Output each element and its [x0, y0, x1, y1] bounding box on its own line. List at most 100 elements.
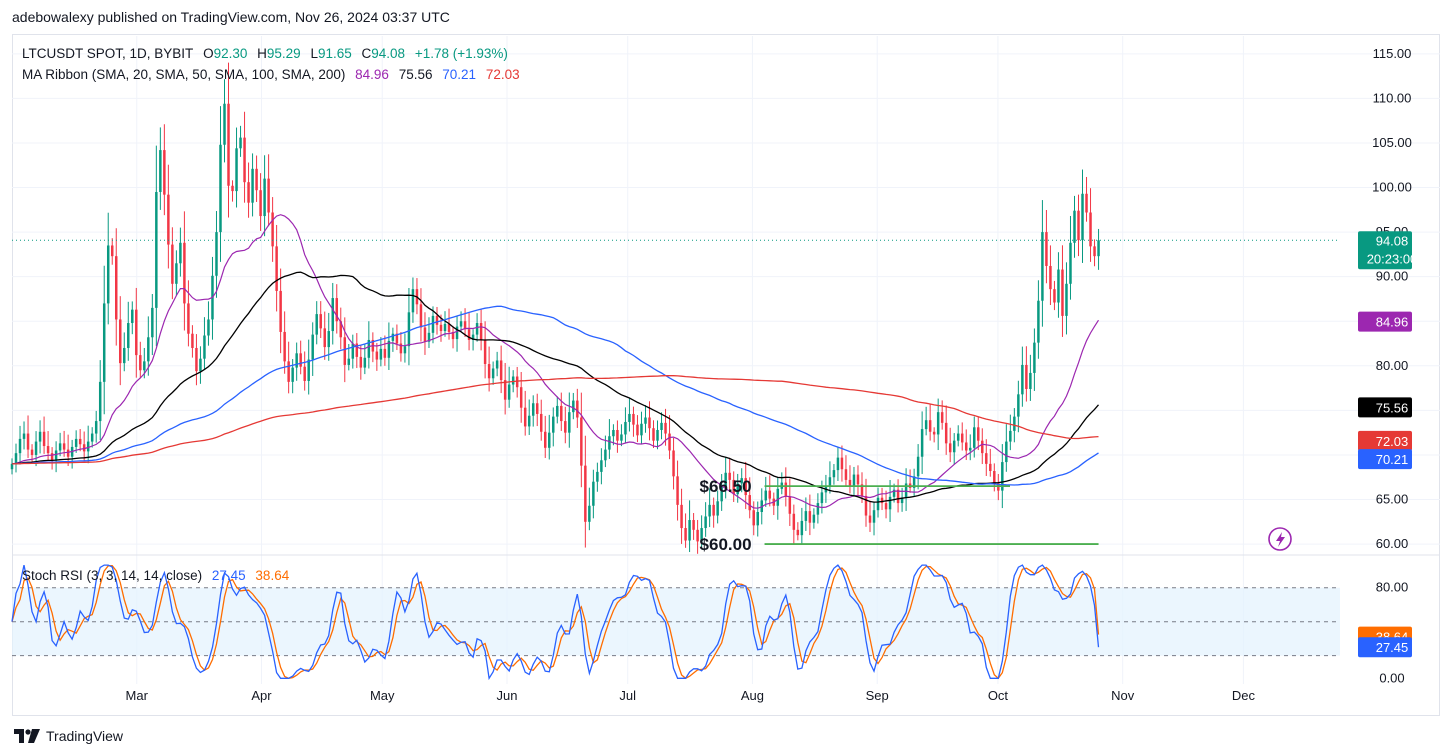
- candle-body: [491, 368, 495, 379]
- time-axis[interactable]: Mar Apr May Jun Jul Aug Sep Oct Nov Dec: [126, 688, 1256, 703]
- close-value: 94.08: [371, 46, 406, 61]
- candles: [10, 62, 1340, 554]
- candle-body: [776, 488, 780, 506]
- candle-body: [227, 103, 230, 186]
- candle-body: [62, 443, 66, 450]
- candle-body: [243, 137, 246, 183]
- candle-body: [423, 327, 427, 342]
- candle-body: [872, 510, 876, 523]
- candle-body: [784, 482, 788, 497]
- ma100-badge-bg: [1358, 449, 1412, 470]
- candle-body: [191, 333, 194, 348]
- sma50-line: [11, 271, 1099, 503]
- candle-body: [395, 333, 399, 344]
- footer-brand[interactable]: TradingView: [14, 728, 123, 744]
- countdown-text: 20:23:00: [1367, 251, 1418, 266]
- ma20-badge: 84.96: [1358, 311, 1412, 332]
- candle-body: [34, 441, 38, 455]
- change-value: +1.78 (+1.93%): [414, 46, 508, 61]
- stoch-k-value: 27.45: [211, 568, 246, 583]
- candle-body: [30, 449, 34, 455]
- candle-body: [920, 429, 924, 457]
- stoch-d-value: 38.64: [255, 568, 290, 583]
- candle-body: [18, 438, 22, 454]
- candle-body: [94, 421, 98, 434]
- ma-ribbon-label[interactable]: MA Ribbon (SMA, 20, SMA, 50, SMA, 100, S…: [22, 67, 346, 82]
- candle-body: [808, 511, 812, 523]
- candle-body: [989, 463, 992, 471]
- candle-body: [175, 263, 178, 284]
- candle-body: [1057, 269, 1060, 303]
- price-tick-label: 80.00: [1376, 358, 1409, 373]
- symbol-label[interactable]: LTCUSDT SPOT, 1D, BYBIT: [22, 46, 194, 61]
- candle-body: [556, 405, 559, 417]
- candle-body: [676, 476, 679, 505]
- candle-body: [956, 433, 960, 441]
- ma100-badge-text: 70.21: [1376, 452, 1409, 467]
- candle-body: [463, 321, 467, 330]
- candle-body: [624, 421, 627, 435]
- candle-body: [279, 290, 282, 332]
- candle-body: [407, 312, 411, 347]
- candle-body: [275, 246, 278, 291]
- time-tick-label: Sep: [866, 688, 889, 703]
- candle-body: [736, 483, 739, 495]
- candle-body: [10, 463, 14, 470]
- candle-body: [495, 360, 499, 369]
- time-tick-label: Dec: [1232, 688, 1256, 703]
- candle-body: [816, 503, 820, 515]
- candle-body: [479, 323, 483, 340]
- price-axis[interactable]: 115.00110.00105.00100.0095.0090.0085.008…: [1372, 46, 1412, 686]
- candle-body: [239, 137, 242, 149]
- candle-body: [1077, 210, 1080, 241]
- candle-body: [507, 384, 511, 400]
- candle-body: [1037, 300, 1040, 343]
- candle-body: [1005, 441, 1008, 463]
- candle-body: [391, 333, 395, 341]
- candle-body: [303, 366, 306, 381]
- candle-body: [26, 433, 30, 450]
- candle-body: [439, 324, 443, 332]
- moving-averages: [11, 214, 1100, 509]
- candle-body: [287, 361, 290, 382]
- stoch-label[interactable]: Stoch RSI (3, 3, 14, 14, close): [22, 568, 203, 583]
- candle-body: [351, 343, 355, 359]
- candle-body: [403, 346, 407, 354]
- candle-body: [1021, 364, 1024, 395]
- time-tick-label: Apr: [251, 688, 272, 703]
- candle-body: [1061, 269, 1064, 316]
- ma200-badge-text: 72.03: [1376, 434, 1409, 449]
- price-tick-label: 100.00: [1372, 180, 1412, 195]
- candle-body: [1085, 193, 1088, 213]
- stoch-k-badge-text: 27.45: [1376, 640, 1409, 655]
- candle-body: [475, 323, 479, 335]
- candle-body: [231, 185, 234, 192]
- low-value: 91.65: [317, 46, 352, 61]
- candle-body: [740, 478, 743, 484]
- candle-body: [86, 441, 90, 452]
- candle-body: [98, 381, 102, 422]
- candle-body: [539, 413, 543, 432]
- support-label: $66.50: [700, 477, 752, 496]
- stoch-k-badge: 27.45: [1358, 637, 1412, 658]
- ma50-badge-bg: [1358, 397, 1412, 418]
- time-tick-label: Oct: [988, 688, 1009, 703]
- price-tick-label: 110.00: [1373, 90, 1412, 105]
- price-tick-label: 60.00: [1376, 536, 1409, 551]
- candle-body: [143, 361, 146, 371]
- candle-body: [648, 417, 651, 429]
- candle-body: [668, 433, 671, 451]
- chart-frame: [12, 34, 1440, 716]
- stoch-k-badge-bg: [1358, 637, 1412, 658]
- publisher-line: adebowalexy published on TradingView.com…: [12, 9, 450, 25]
- candle-body: [106, 245, 110, 304]
- candle-body: [932, 431, 936, 435]
- candle-body: [588, 505, 591, 522]
- candle-body: [74, 438, 78, 447]
- sma20-line: [11, 214, 1100, 509]
- last-price-text: 94.08: [1376, 233, 1409, 248]
- candle-body: [864, 495, 868, 516]
- alert-icon[interactable]: [1268, 527, 1292, 551]
- candle-body: [263, 178, 266, 217]
